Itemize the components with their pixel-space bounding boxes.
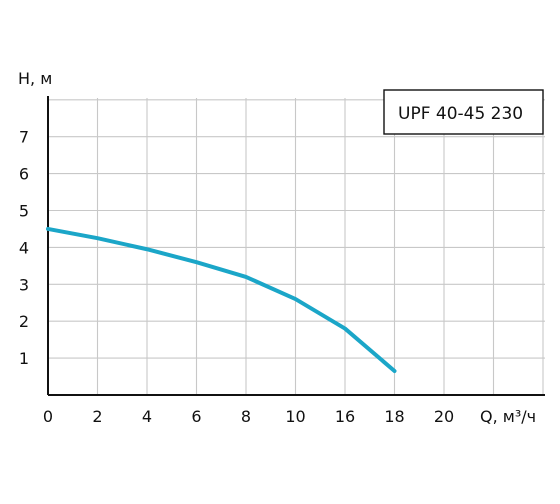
- x-tick-label: 4: [142, 407, 152, 426]
- x-axis-label: Q, м³/ч: [480, 407, 536, 426]
- x-tick-label: 0: [43, 407, 53, 426]
- pump-curve-line: [46, 226, 397, 374]
- legend-box: UPF 40-45 230: [383, 89, 544, 135]
- y-tick-label: 7: [19, 128, 29, 147]
- y-tick-label: 4: [19, 238, 29, 257]
- y-tick-label: 5: [19, 202, 29, 221]
- x-tick-label: 10: [285, 407, 305, 426]
- axes: [47, 96, 545, 396]
- x-tick-label: 20: [434, 407, 454, 426]
- grid: [48, 98, 545, 395]
- tick-labels: 0 2 4 6 8 10 16 18 20 1 2 3 4 5 6 7: [19, 128, 454, 426]
- y-tick-label: 3: [19, 275, 29, 294]
- x-tick-label: 2: [92, 407, 102, 426]
- legend-label: UPF 40-45 230: [398, 104, 523, 124]
- x-tick-label: 18: [384, 407, 404, 426]
- y-tick-label: 1: [19, 349, 29, 368]
- y-axis-label: H, м: [18, 69, 52, 88]
- x-tick-label: 8: [241, 407, 251, 426]
- y-tick-label: 2: [19, 312, 29, 331]
- x-tick-label: 16: [335, 407, 355, 426]
- x-tick-label: 6: [191, 407, 201, 426]
- series-layer: [46, 226, 397, 374]
- y-tick-label: 6: [19, 165, 29, 184]
